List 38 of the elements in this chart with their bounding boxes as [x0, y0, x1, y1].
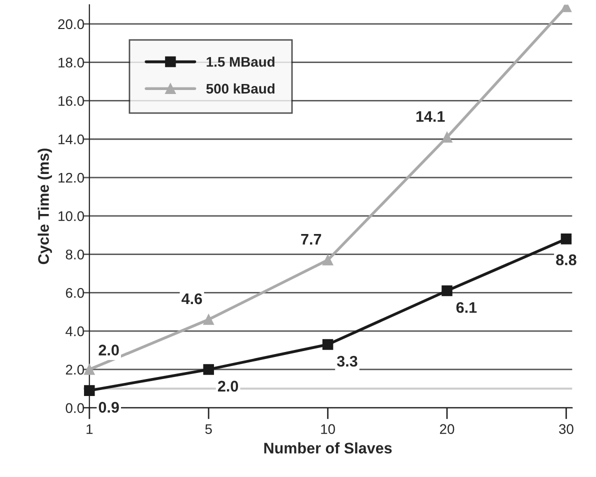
x-tick-label: 5 — [205, 424, 212, 434]
point — [203, 314, 214, 325]
point — [442, 285, 452, 296]
x-axis-title: Number of Slaves — [264, 442, 392, 454]
y-tick-label: 6.0 — [66, 288, 84, 298]
legend-label: 500 kBaud — [206, 83, 274, 94]
y-tick-label: 18.0 — [58, 58, 84, 68]
x-tick-label: 20 — [440, 424, 454, 434]
x-tick-label: 1 — [86, 424, 93, 434]
point — [442, 132, 452, 143]
y-tick-label: 2.0 — [66, 364, 84, 375]
point — [203, 364, 214, 375]
x-tick-label: 10 — [321, 424, 335, 434]
point — [322, 254, 334, 266]
data-label: 3.3 — [336, 356, 358, 367]
data-label: 0.9 — [98, 402, 119, 413]
y-tick-label: 20.0 — [58, 19, 84, 30]
y-tick-label: 0.0 — [66, 403, 84, 414]
data-label: 8.8 — [556, 254, 576, 266]
point — [560, 234, 572, 244]
data-label: 14.1 — [416, 111, 445, 122]
point — [84, 364, 95, 375]
point — [84, 385, 95, 396]
data-label: 2.0 — [98, 344, 119, 356]
y-tick-label: 12.0 — [58, 172, 84, 183]
point — [322, 339, 334, 350]
data-label: 7.7 — [301, 234, 322, 245]
y-tick-label: 4.0 — [66, 326, 84, 336]
data-label: 6.1 — [456, 302, 477, 313]
y-tick-label: 16.0 — [58, 96, 84, 106]
data-label: 2.0 — [218, 380, 238, 392]
y-tick-label: 10.0 — [58, 211, 84, 222]
y-tick-label: 14.0 — [58, 134, 84, 144]
y-axis-title: Cycle Time (ms) — [38, 148, 52, 264]
y-tick-label: 8.0 — [66, 250, 84, 260]
legend-label: 1.5 MBaud — [206, 56, 274, 67]
x-tick-label: 30 — [559, 424, 574, 434]
data-label: 4.6 — [182, 293, 202, 304]
